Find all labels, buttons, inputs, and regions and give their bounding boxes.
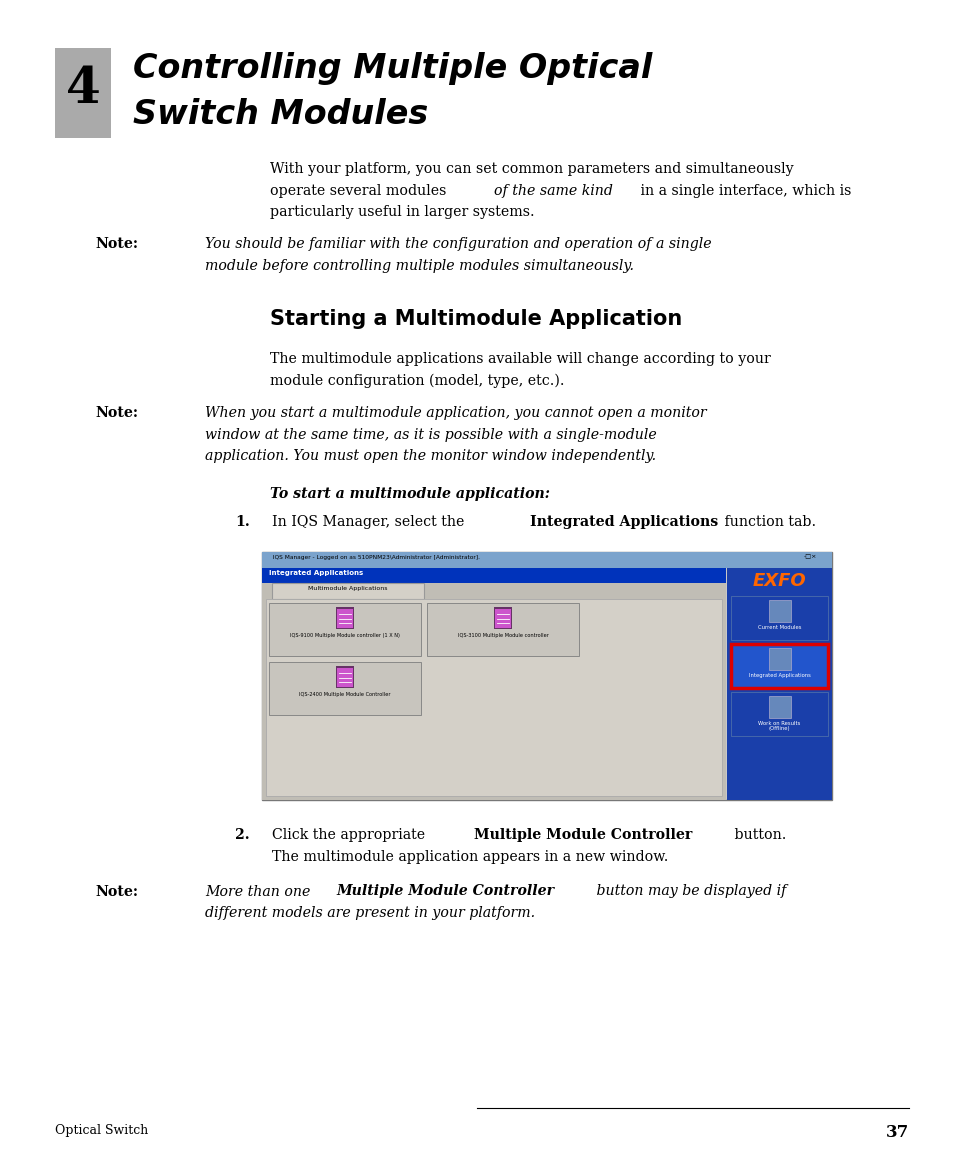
Text: button.: button.	[730, 828, 786, 841]
Text: IQS Manager - Logged on as 510PNM23\Administrator [Administrator].: IQS Manager - Logged on as 510PNM23\Admi…	[269, 554, 479, 560]
Text: Note:: Note:	[95, 236, 138, 252]
FancyBboxPatch shape	[337, 668, 353, 686]
Text: Controlling Multiple Optical: Controlling Multiple Optical	[132, 52, 652, 85]
Text: function tab.: function tab.	[719, 515, 815, 529]
Text: The multimodule application appears in a new window.: The multimodule application appears in a…	[272, 850, 668, 863]
Text: Integrated Applications: Integrated Applications	[530, 515, 718, 529]
Text: -□×: -□×	[803, 554, 817, 560]
FancyBboxPatch shape	[494, 607, 512, 629]
Text: Integrated Applications: Integrated Applications	[269, 570, 363, 576]
Text: In IQS Manager, select the: In IQS Manager, select the	[272, 515, 468, 529]
Text: Note:: Note:	[95, 884, 138, 898]
Text: Click the appropriate: Click the appropriate	[272, 828, 429, 841]
Text: of the same kind: of the same kind	[494, 183, 613, 197]
Text: The multimodule applications available will change according to your: The multimodule applications available w…	[270, 352, 770, 366]
FancyBboxPatch shape	[337, 608, 353, 627]
FancyBboxPatch shape	[262, 568, 725, 583]
Text: Multiple Module Controller: Multiple Module Controller	[335, 884, 554, 898]
Text: EXFO: EXFO	[752, 571, 805, 590]
Text: Note:: Note:	[95, 406, 138, 420]
Text: module before controlling multiple modules simultaneously.: module before controlling multiple modul…	[205, 258, 634, 272]
Text: 1.: 1.	[234, 515, 250, 529]
FancyBboxPatch shape	[269, 603, 420, 656]
Text: particularly useful in larger systems.: particularly useful in larger systems.	[270, 205, 534, 219]
Text: Integrated Applications: Integrated Applications	[748, 672, 810, 678]
Text: Optical Switch: Optical Switch	[55, 1124, 148, 1137]
FancyBboxPatch shape	[335, 666, 354, 688]
Text: Current Modules: Current Modules	[757, 625, 801, 629]
FancyBboxPatch shape	[768, 599, 790, 621]
FancyBboxPatch shape	[768, 695, 790, 717]
Text: 37: 37	[884, 1124, 908, 1140]
FancyBboxPatch shape	[262, 552, 831, 568]
FancyBboxPatch shape	[730, 596, 827, 640]
Text: More than one: More than one	[205, 884, 314, 898]
FancyBboxPatch shape	[269, 662, 420, 714]
FancyBboxPatch shape	[427, 603, 578, 656]
FancyBboxPatch shape	[730, 692, 827, 736]
Text: 2.: 2.	[234, 828, 250, 841]
Text: window at the same time, as it is possible with a single-module: window at the same time, as it is possib…	[205, 428, 656, 442]
Text: With your platform, you can set common parameters and simultaneously: With your platform, you can set common p…	[270, 162, 793, 176]
Text: Starting a Multimodule Application: Starting a Multimodule Application	[270, 308, 681, 328]
Text: When you start a multimodule application, you cannot open a monitor: When you start a multimodule application…	[205, 406, 706, 420]
Text: Multimodule Applications: Multimodule Applications	[308, 585, 387, 590]
Text: IQS-2400 Multiple Module Controller: IQS-2400 Multiple Module Controller	[299, 692, 391, 697]
FancyBboxPatch shape	[495, 608, 510, 627]
FancyBboxPatch shape	[272, 583, 423, 598]
Text: IQS-9100 Multiple Module controller (1 X N): IQS-9100 Multiple Module controller (1 X…	[290, 633, 399, 637]
FancyBboxPatch shape	[266, 598, 721, 796]
Text: 4: 4	[66, 65, 100, 114]
Text: button may be displayed if: button may be displayed if	[592, 884, 786, 898]
FancyBboxPatch shape	[55, 48, 111, 138]
Text: in a single interface, which is: in a single interface, which is	[635, 183, 850, 197]
FancyBboxPatch shape	[262, 568, 725, 800]
FancyBboxPatch shape	[768, 648, 790, 670]
Text: Work on Results
(Offline): Work on Results (Offline)	[758, 721, 800, 731]
Text: application. You must open the monitor window independently.: application. You must open the monitor w…	[205, 449, 656, 462]
FancyBboxPatch shape	[726, 568, 831, 800]
Text: To start a multimodule application:: To start a multimodule application:	[270, 487, 550, 501]
Text: module configuration (model, type, etc.).: module configuration (model, type, etc.)…	[270, 374, 564, 388]
Text: operate several modules: operate several modules	[270, 183, 451, 197]
Text: Multiple Module Controller: Multiple Module Controller	[474, 828, 692, 841]
FancyBboxPatch shape	[262, 552, 831, 800]
Text: You should be familiar with the configuration and operation of a single: You should be familiar with the configur…	[205, 236, 711, 252]
Text: different models are present in your platform.: different models are present in your pla…	[205, 906, 535, 920]
Text: Switch Modules: Switch Modules	[132, 99, 428, 131]
FancyBboxPatch shape	[730, 643, 827, 687]
Text: IQS-3100 Multiple Module controller: IQS-3100 Multiple Module controller	[457, 633, 548, 637]
FancyBboxPatch shape	[335, 607, 354, 629]
